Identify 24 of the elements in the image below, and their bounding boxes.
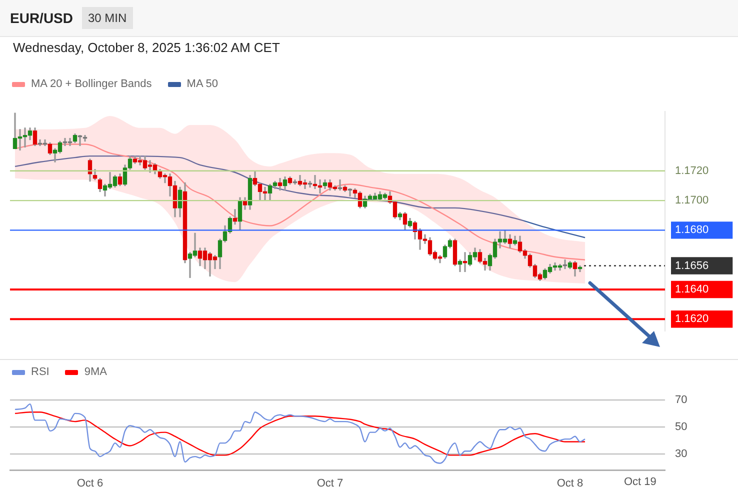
- y-tick-label: 1.1720: [675, 164, 709, 177]
- x-tick-label: Oct 8: [556, 478, 584, 490]
- line-series: [14, 412, 586, 456]
- x-tick-label: Oct 7: [316, 478, 344, 490]
- text: Wednesday, October 8, 2025 1:36:02 AM CET: [13, 40, 280, 55]
- candlestick: [232, 209, 238, 225]
- x-tick-label: Oct 6: [76, 478, 104, 490]
- y-tick-label: 70: [675, 394, 688, 406]
- legend-label: MA 50: [186, 78, 218, 90]
- legend-label: 9MA: [84, 366, 107, 378]
- y-tick-label: 1.1680: [675, 224, 709, 236]
- y-tick-label: 1.1700: [675, 194, 709, 207]
- line-series: [14, 403, 586, 464]
- y-tick-label: 1.1640: [675, 284, 709, 296]
- y-tick-label: 30: [675, 448, 688, 460]
- legend-label: RSI: [31, 366, 50, 378]
- line-series: [14, 155, 586, 238]
- chart-title: EUR/USD: [10, 10, 74, 26]
- y-tick-label: 1.1656: [675, 260, 709, 272]
- y-tick-label: 1.1620: [675, 313, 709, 326]
- text: Oct 19: [624, 476, 656, 488]
- legend-label: MA 20 + Bollinger Bands: [31, 78, 152, 90]
- chart-subtitle: 30 MIN: [82, 7, 133, 29]
- y-tick-label: 50: [675, 420, 688, 433]
